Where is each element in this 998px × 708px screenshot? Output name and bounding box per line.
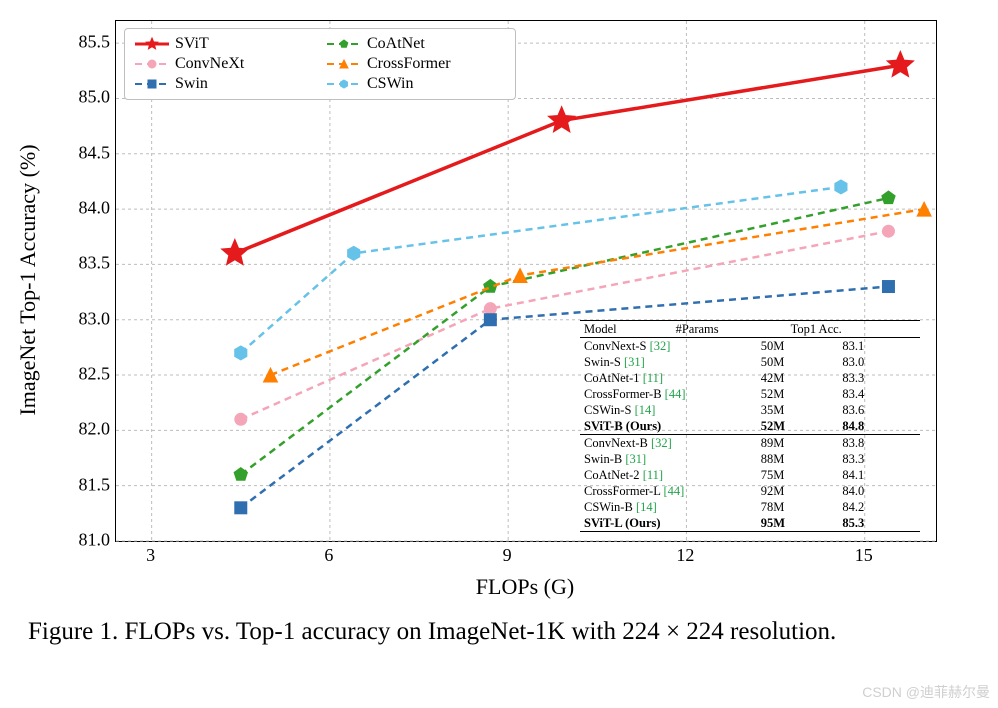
ytick-label: 84.0 (55, 198, 110, 219)
marker-CoAtNet (882, 191, 895, 204)
xtick-label: 6 (324, 545, 333, 566)
marker-CrossFormer (263, 368, 277, 382)
marker-ConvNeXt (882, 225, 894, 237)
table-header: Model (580, 321, 672, 337)
chart-legend: SViT CoAtNet ConvNeXt CrossFormer Swin CSWin (124, 28, 516, 100)
ytick-label: 82.5 (55, 364, 110, 385)
table-row: CoAtNet-2 [11]75M84.1 (580, 467, 920, 483)
table-row: CoAtNet-1 [11]42M83.3 (580, 370, 920, 386)
xtick-label: 9 (503, 545, 512, 566)
legend-label: CoAtNet (367, 35, 425, 53)
table-row: CSWin-S [14]35M83.6 (580, 402, 920, 418)
marker-SViT (222, 239, 249, 264)
ytick-label: 81.0 (55, 530, 110, 551)
legend-label: CSWin (367, 75, 413, 93)
ytick-label: 83.5 (55, 253, 110, 274)
table-row: Swin-B [31]88M83.3 (580, 451, 920, 467)
marker-CrossFormer (513, 268, 527, 282)
x-axis-label: FLOPs (G) (476, 574, 574, 600)
marker-CSWin (835, 180, 847, 194)
marker-Swin (882, 281, 894, 293)
marker-ConvNeXt (484, 303, 496, 315)
legend-label: Swin (175, 75, 208, 93)
legend-entry-CrossFormer: CrossFormer (327, 55, 505, 73)
ytick-label: 81.5 (55, 474, 110, 495)
results-table: Model#ParamsTop1 Acc.ConvNext-S [32]50M8… (580, 320, 920, 532)
marker-SViT (887, 51, 914, 76)
table-header: #Params (672, 321, 787, 337)
y-axis-label: ImageNet Top-1 Accuracy (%) (15, 144, 41, 415)
table-row: ConvNext-S [32]50M83.1 (580, 338, 920, 354)
legend-entry-ConvNeXt: ConvNeXt (135, 55, 313, 73)
marker-CSWin (235, 346, 247, 360)
ytick-label: 84.5 (55, 142, 110, 163)
ytick-label: 85.5 (55, 32, 110, 53)
table-row: SViT-B (Ours)52M84.8 (580, 418, 920, 434)
ytick-label: 83.0 (55, 308, 110, 329)
marker-CSWin (348, 246, 360, 260)
table-row: Swin-S [31]50M83.0 (580, 354, 920, 370)
legend-entry-Swin: Swin (135, 75, 313, 93)
watermark-text: CSDN @迪菲赫尔曼 (862, 682, 990, 702)
marker-Swin (484, 314, 496, 326)
figure-caption: Figure 1. FLOPs vs. Top-1 accuracy on Im… (28, 616, 968, 647)
legend-label: SViT (175, 35, 209, 53)
marker-SViT (548, 107, 575, 132)
ytick-label: 85.0 (55, 87, 110, 108)
marker-Swin (235, 502, 247, 514)
xtick-label: 15 (855, 545, 873, 566)
table-row: CrossFormer-B [44]52M83.4 (580, 386, 920, 402)
legend-label: CrossFormer (367, 55, 451, 73)
table-row: CrossFormer-L [44]92M84.0 (580, 483, 920, 499)
marker-CoAtNet (234, 468, 247, 481)
ytick-label: 82.0 (55, 419, 110, 440)
marker-ConvNeXt (235, 413, 247, 425)
legend-label: ConvNeXt (175, 55, 244, 73)
legend-entry-CSWin: CSWin (327, 75, 505, 93)
xtick-label: 3 (146, 545, 155, 566)
legend-entry-CoAtNet: CoAtNet (327, 35, 505, 53)
table-row: ConvNext-B [32]89M83.8 (580, 435, 920, 451)
xtick-label: 12 (676, 545, 694, 566)
table-row: CSWin-B [14]78M84.2 (580, 499, 920, 515)
table-header: Top1 Acc. (787, 321, 920, 337)
legend-entry-SViT: SViT (135, 35, 313, 53)
table-row: SViT-L (Ours)95M85.3 (580, 515, 920, 531)
